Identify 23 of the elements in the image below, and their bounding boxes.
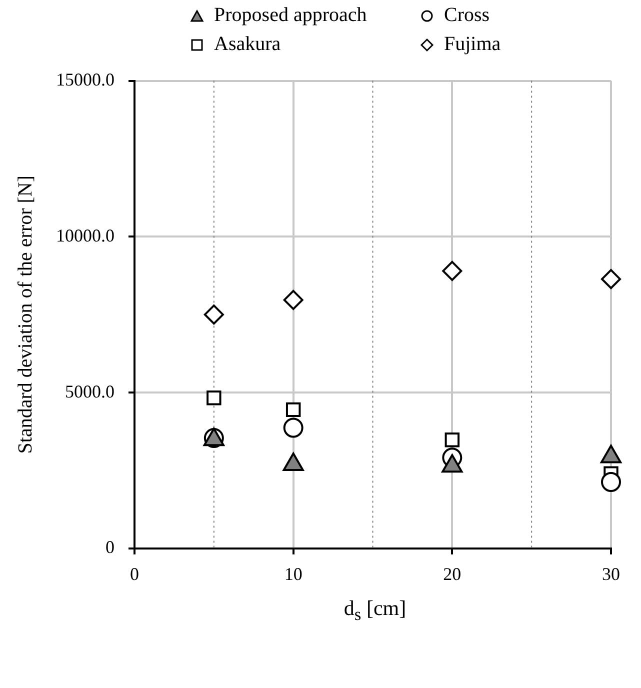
point xyxy=(206,390,222,406)
legend-label: Asakura xyxy=(214,33,281,56)
x-tick-label: 10 xyxy=(284,564,302,584)
y-tick-label: 5000.0 xyxy=(65,381,114,402)
y-tick-label: 15000.0 xyxy=(56,70,114,90)
point xyxy=(283,290,304,310)
point xyxy=(601,472,621,492)
x-tick-label: 20 xyxy=(443,564,462,584)
point xyxy=(601,269,621,290)
point xyxy=(283,418,304,438)
x-axis-title: d$_{s}$ [cm] xyxy=(342,596,408,626)
y-tick-label: 10000.0 xyxy=(56,225,114,246)
point xyxy=(204,304,224,325)
point xyxy=(286,402,301,418)
legend-label: Proposed approach xyxy=(214,4,367,27)
x-tick-label: 30 xyxy=(602,564,620,584)
legend-label: Cross xyxy=(444,4,490,27)
y-tick-label: 0 xyxy=(106,537,114,558)
point xyxy=(444,432,460,448)
point xyxy=(442,260,462,281)
x-tick-label: 0 xyxy=(130,564,139,584)
y-axis-title: Standard deviation of the error [N] xyxy=(14,175,36,454)
legend-label: Fujima xyxy=(444,33,501,56)
